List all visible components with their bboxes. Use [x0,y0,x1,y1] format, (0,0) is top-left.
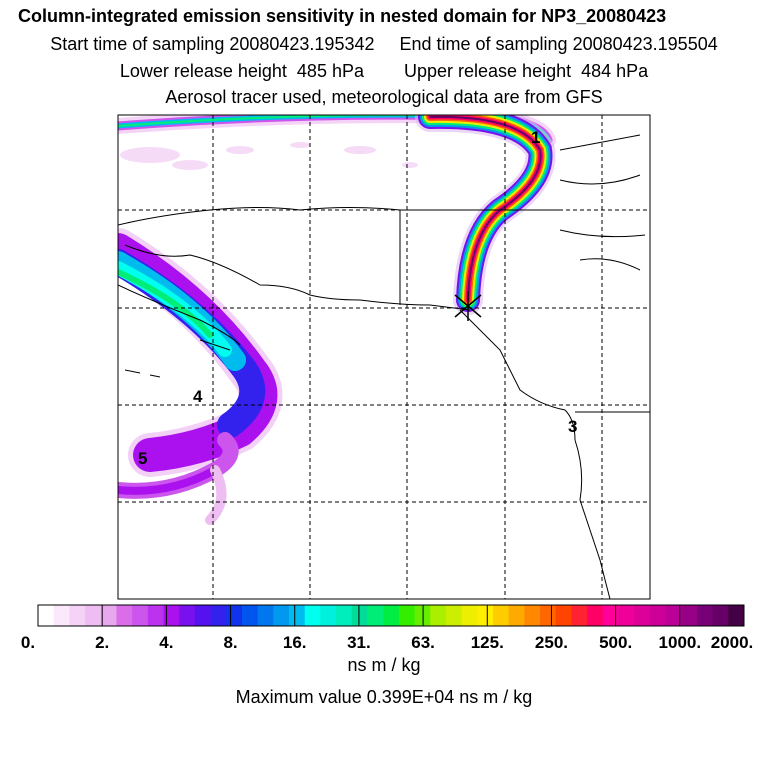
colorbar-swatch [273,605,290,626]
tracer-info-line: Aerosol tracer used, meteorological data… [165,87,603,107]
colorbar-swatch [602,605,619,626]
colorbar-swatch [681,605,698,626]
colorbar-swatch [163,605,180,626]
colorbar-tick-label: 125. [470,633,504,652]
colorbar-swatch [320,605,337,626]
colorbar-swatch [69,605,86,626]
colorbar-swatch [492,605,510,626]
colorbar-swatch [241,605,259,626]
colorbar [38,605,745,626]
cluster-label-3: 3 [568,417,577,436]
release-height-line: Lower release height 485 hPa Upper relea… [119,61,649,81]
colorbar-swatch [132,605,149,626]
cluster-label-4: 4 [193,387,203,406]
colorbar-tick-label: 31. [347,633,371,652]
colorbar-tick-label: 4. [159,633,174,652]
colorbar-swatch [257,605,274,626]
colorbar-tick-label: 63. [411,633,435,652]
plume-4-5 [118,228,283,525]
chart-title: Column-integrated emission sensitivity i… [18,6,667,26]
colorbar-swatch [555,605,572,626]
colorbar-swatch [147,605,165,626]
colorbar-swatch [304,605,321,626]
colorbar-tick-label: 8. [223,633,238,652]
colorbar-tick-label: 16. [282,633,307,652]
colorbar-swatch [53,605,70,626]
colorbar-swatch [587,605,604,626]
colorbar-tick-label: 2000. [710,633,754,652]
colorbar-swatch [712,605,729,626]
colorbar-swatch [571,605,588,626]
map-plot-area [118,115,650,599]
colorbar-swatch [696,605,714,626]
colorbar-swatch [728,605,745,626]
maximum-value-line: Maximum value 0.399E+04 ns m / kg [235,687,533,707]
colorbar-swatch [649,605,667,626]
colorbar-swatch [477,605,494,626]
cluster-label-1: 1 [531,128,540,147]
colorbar-swatch [226,605,243,626]
plume-1-diffuse [120,142,418,170]
colorbar-swatch [210,605,227,626]
release-site-marker [454,291,482,321]
colorbar-swatch [85,605,102,626]
colorbar-swatch [38,605,55,626]
colorbar-swatch [445,605,463,626]
colorbar-tick-label: 0. [20,633,36,652]
colorbar-unit: ns m / kg [347,655,421,675]
colorbar-swatch [116,605,133,626]
colorbar-tick-label: 250. [534,633,568,652]
colorbar-swatch [289,605,306,626]
colorbar-swatch [367,605,384,626]
colorbar-swatch [194,605,212,626]
colorbar-swatch [351,605,368,626]
colorbar-swatch [383,605,400,626]
colorbar-swatch [179,605,196,626]
colorbar-swatch [524,605,541,626]
colorbar-swatch [461,605,478,626]
coastlines [118,134,650,599]
colorbar-tick-label: 2. [95,633,110,652]
plume-1-descent [415,115,556,315]
colorbar-swatch [618,605,635,626]
cluster-label-5: 5 [138,449,147,468]
colorbar-tick-label: 1000. [658,633,702,652]
colorbar-swatch [100,605,117,626]
colorbar-swatch [540,605,557,626]
colorbar-swatch [430,605,447,626]
colorbar-swatch [508,605,525,626]
sampling-time-line: Start time of sampling 20080423.195342 E… [50,34,718,54]
colorbar-swatch [665,605,682,626]
map-gridlines [118,115,650,599]
colorbar-swatch [634,605,651,626]
colorbar-swatch [336,605,353,626]
map-frame [117,114,651,600]
colorbar-tick-label: 500. [599,633,633,652]
colorbar-frame [37,604,745,627]
colorbar-swatch [398,605,416,626]
